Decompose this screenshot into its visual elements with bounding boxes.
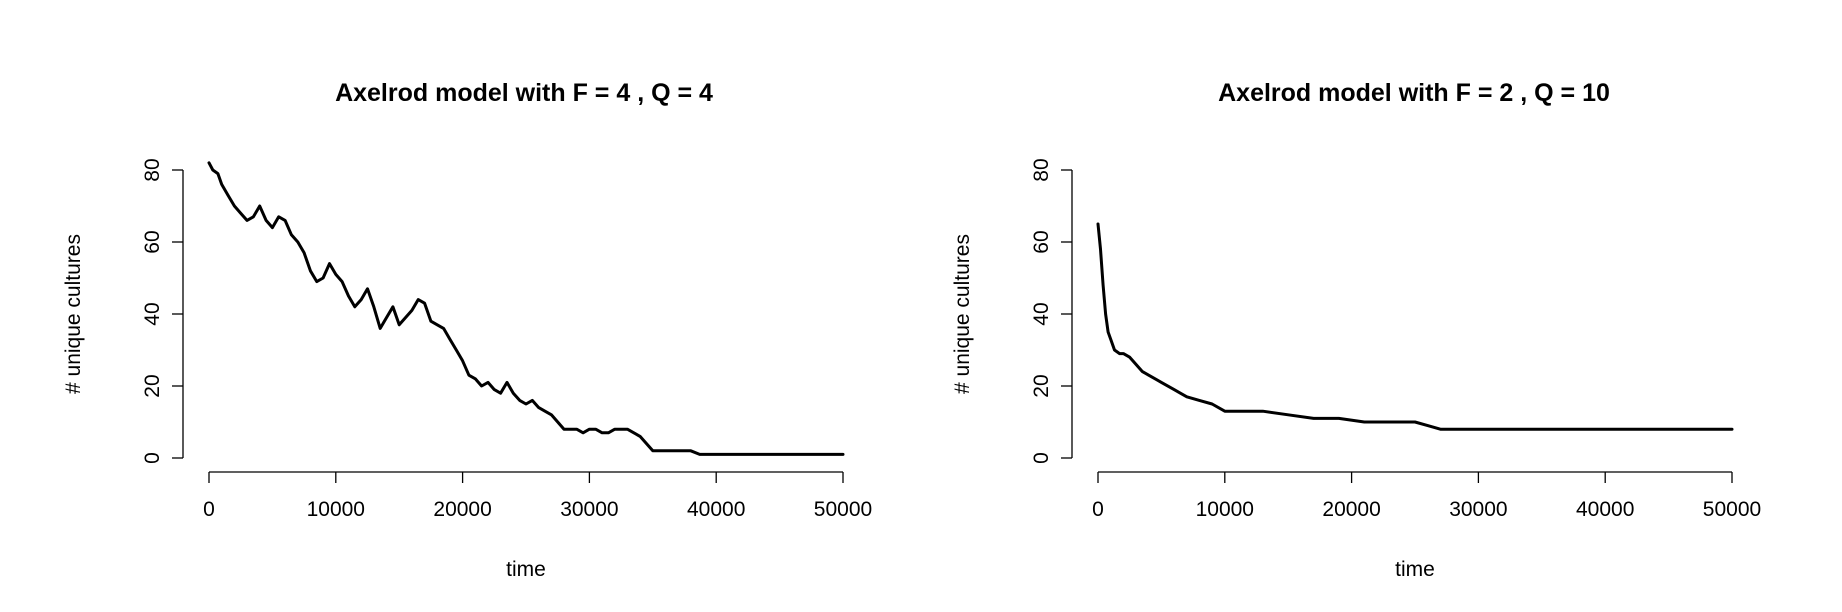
chart-panel-left: Axelrod model with F = 4 , Q = 4 0 20 40 60 8… xyxy=(62,79,872,581)
x-tick-label: 20000 xyxy=(433,498,491,521)
y-axis-label: # unique cultures xyxy=(62,234,85,394)
x-axis-label: time xyxy=(1395,558,1435,581)
y-tick-label: 80 xyxy=(141,158,164,181)
y-tick-label: 0 xyxy=(1030,452,1053,464)
series-line xyxy=(1096,222,1734,431)
y-tick-label: 0 xyxy=(141,452,164,464)
x-tick-label: 50000 xyxy=(1703,498,1761,521)
x-tick-label: 50000 xyxy=(814,498,872,521)
x-tick-label: 40000 xyxy=(687,498,745,521)
x-tick-label: 30000 xyxy=(560,498,618,521)
y-tick-label: 60 xyxy=(1030,230,1053,253)
x-tick-label: 40000 xyxy=(1576,498,1634,521)
x-tick-label: 0 xyxy=(203,498,215,521)
y-axis-label: # unique cultures xyxy=(951,234,974,394)
x-tick-label: 10000 xyxy=(307,498,365,521)
x-tick-label: 10000 xyxy=(1196,498,1254,521)
y-tick-label: 60 xyxy=(141,230,164,253)
x-tick-label: 0 xyxy=(1092,498,1104,521)
chart-title: Axelrod model with F = 2 , Q = 10 xyxy=(1218,79,1610,107)
x-axis-label: time xyxy=(506,558,546,581)
y-tick-label: 20 xyxy=(1030,374,1053,397)
x-tick-label: 30000 xyxy=(1449,498,1507,521)
y-tick-label: 40 xyxy=(1030,302,1053,325)
y-tick-label: 80 xyxy=(1030,158,1053,181)
chart-title: Axelrod model with F = 4 , Q = 4 xyxy=(335,79,713,107)
series-line xyxy=(207,161,845,456)
chart-panel-right: Axelrod model with F = 2 , Q = 10 0 20 40 60… xyxy=(951,79,1761,581)
x-tick-label: 20000 xyxy=(1322,498,1380,521)
y-tick-label: 20 xyxy=(141,374,164,397)
y-tick-label: 40 xyxy=(141,302,164,325)
